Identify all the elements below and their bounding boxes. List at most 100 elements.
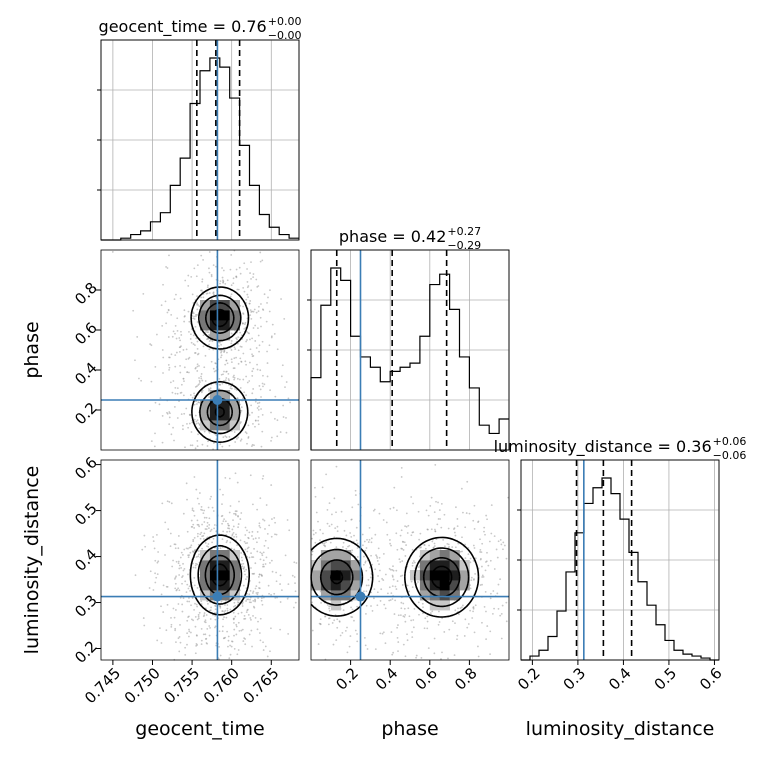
scatter-point	[460, 606, 463, 609]
scatter-point	[229, 295, 232, 298]
scatter-point	[404, 620, 407, 623]
scatter-point	[434, 530, 437, 533]
scatter-point	[264, 563, 267, 565]
scatter-point	[245, 394, 248, 397]
scatter-point	[208, 343, 210, 346]
scatter-point	[466, 626, 469, 629]
scatter-point	[208, 267, 210, 270]
scatter-point	[260, 445, 263, 448]
scatter-point	[226, 351, 228, 354]
scatter-point	[251, 411, 253, 414]
scatter-point	[426, 528, 429, 531]
scatter-point	[221, 538, 224, 541]
scatter-point	[280, 589, 283, 592]
density-cell	[200, 560, 211, 571]
scatter-point	[482, 576, 485, 578]
scatter-point	[165, 629, 168, 632]
scatter-point	[392, 565, 394, 568]
scatter-point	[258, 537, 260, 539]
scatter-point	[481, 621, 483, 624]
scatter-point	[189, 589, 192, 592]
scatter-point	[288, 529, 291, 532]
scatter-point	[222, 618, 224, 621]
scatter-point	[193, 549, 196, 552]
scatter-point	[186, 422, 188, 425]
scatter-point	[224, 379, 227, 382]
x-tick-label: 0.6	[696, 664, 726, 694]
scatter-point	[178, 564, 181, 567]
scatter-point	[396, 626, 399, 629]
scatter-point	[356, 556, 359, 558]
scatter-point	[193, 403, 196, 406]
scatter-point	[251, 443, 254, 446]
scatter-point	[179, 371, 182, 374]
scatter-point	[363, 540, 366, 543]
scatter-point	[257, 327, 259, 330]
scatter-point	[249, 338, 251, 341]
scatter-point	[263, 293, 266, 296]
scatter-point	[194, 447, 197, 450]
scatter-point	[325, 541, 327, 543]
scatter-point	[196, 303, 198, 306]
scatter-point	[218, 630, 221, 633]
scatter-point	[356, 605, 359, 608]
scatter-point	[181, 576, 183, 579]
scatter-point	[221, 522, 224, 525]
scatter-point	[169, 381, 172, 384]
scatter-point	[198, 305, 201, 308]
scatter-point	[237, 349, 240, 352]
scatter-point	[464, 618, 467, 621]
scatter-point	[175, 641, 177, 643]
scatter-point	[426, 620, 429, 623]
scatter-point	[489, 597, 492, 600]
scatter-point	[378, 569, 381, 572]
scatter-point	[195, 556, 198, 558]
scatter-point	[274, 521, 277, 524]
scatter-point	[458, 613, 460, 616]
scatter-point	[392, 578, 395, 581]
scatter-point	[201, 278, 204, 281]
x-axis-label: luminosity_distance	[526, 718, 715, 740]
scatter-point	[224, 520, 227, 523]
scatter-point	[242, 305, 244, 308]
scatter-point	[225, 616, 228, 619]
scatter-point	[193, 394, 196, 397]
scatter-point	[370, 554, 372, 557]
scatter-point	[181, 582, 183, 585]
scatter-point	[328, 607, 331, 610]
scatter-point	[328, 525, 331, 528]
scatter-point	[209, 618, 212, 620]
scatter-point	[287, 633, 290, 635]
contour-level	[189, 534, 250, 616]
scatter-point	[276, 435, 279, 438]
scatter-point	[260, 396, 262, 398]
scatter-point	[317, 520, 319, 523]
scatter-point	[164, 554, 166, 556]
scatter-point	[363, 590, 365, 593]
scatter-point	[188, 320, 191, 323]
scatter-point	[198, 525, 201, 528]
scatter-point	[202, 538, 205, 540]
scatter-point	[193, 352, 196, 354]
scatter-point	[230, 342, 233, 345]
scatter-point	[180, 334, 183, 336]
scatter-point	[248, 633, 251, 636]
scatter-point	[245, 600, 247, 602]
density-cell	[459, 560, 470, 571]
scatter-point	[394, 599, 397, 602]
scatter-point	[328, 502, 331, 504]
scatter-point	[317, 643, 320, 645]
scatter-point	[235, 514, 237, 516]
scatter-point	[188, 600, 191, 603]
scatter-point	[273, 592, 276, 595]
scatter-point	[321, 486, 324, 489]
scatter-point	[222, 520, 225, 523]
scatter-point	[157, 560, 160, 563]
scatter-point	[346, 651, 349, 654]
scatter-point	[403, 541, 406, 544]
scatter-point	[252, 367, 255, 370]
scatter-point	[365, 547, 368, 549]
scatter-point	[362, 555, 365, 558]
scatter-point	[373, 508, 376, 511]
scatter-point	[430, 496, 433, 499]
